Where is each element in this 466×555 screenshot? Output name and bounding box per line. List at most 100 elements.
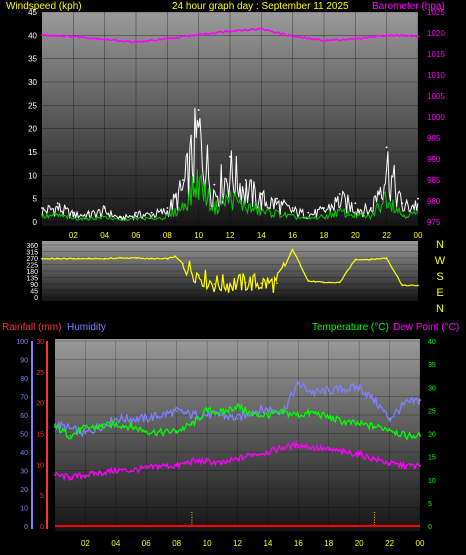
humidity-point (358, 386, 361, 389)
windspeed-point (197, 109, 200, 111)
temperature-point (419, 434, 421, 437)
dewpoint-point (419, 464, 421, 467)
temperature-point (114, 423, 117, 426)
wind-direction-point (88, 257, 90, 260)
wind-tick-label: 35 (28, 55, 37, 64)
wind-direction-point (150, 257, 153, 260)
dewpoint-point (282, 446, 285, 449)
barometer-tick-label: 1025 (427, 8, 445, 17)
wind-direction-point (197, 274, 200, 277)
barometer-point (354, 37, 357, 40)
wind-tick-label: 30 (28, 78, 37, 87)
barometer-tick-label: 1020 (427, 29, 445, 38)
humidity-point (403, 403, 406, 405)
barometer-tick-label: 1005 (427, 92, 445, 101)
barometer-point (135, 41, 137, 44)
humidity-tick-label: 90 (20, 358, 28, 365)
dewpoint-point (160, 464, 163, 467)
wind-tick-label: 0 (33, 218, 38, 227)
wind-direction-point (166, 257, 169, 260)
barometer-point (417, 35, 419, 38)
humidity-point (267, 408, 269, 411)
barometer-point (197, 33, 200, 36)
wind-tick-label: 20 (28, 125, 37, 134)
wind-tick-label: 5 (33, 195, 38, 204)
windspeed-point (354, 202, 357, 205)
dewpoint-axis-label: Dew Point (°C) (393, 322, 459, 333)
wind-direction-point (56, 257, 59, 260)
wind-direction-point (213, 283, 216, 285)
x-tick-label: 20 (351, 231, 360, 240)
barometer-tick-label: 980 (427, 197, 441, 206)
dewpoint-point (327, 448, 330, 451)
barometer-point (260, 27, 263, 30)
direction-letter: N (436, 239, 444, 251)
dewpoint-point (373, 458, 376, 460)
x-tick-label: 12 (226, 231, 235, 240)
baro-axis-label: Barometer (hpa) (372, 1, 445, 12)
barometer-tick-label: 1000 (427, 113, 445, 122)
barometer-tick-label: 1015 (427, 50, 445, 59)
dewpoint-point (175, 464, 178, 467)
windspeed-point (103, 207, 106, 209)
x-tick-label: 04 (100, 231, 109, 240)
direction-tick-label: 315 (26, 250, 38, 257)
humidity-point (206, 414, 208, 416)
wind-axis-label: Windspeed (kph) (6, 1, 82, 12)
wind-direction-point (229, 283, 231, 285)
windspeed-average-series (41, 169, 419, 222)
barometer-tick-label: 975 (427, 218, 441, 227)
temperature-tick-label: 30 (428, 385, 436, 392)
temperature-axis-label: Temperature (°C) (312, 322, 389, 333)
wind-direction-point (182, 262, 184, 265)
dewpoint-point (312, 446, 315, 449)
humidity-point (419, 399, 421, 402)
temperature-point (206, 409, 208, 412)
dewpoint-point (99, 471, 102, 474)
temperature-point (54, 425, 56, 428)
windspeed-point (119, 216, 122, 219)
windspeed-point (56, 202, 59, 205)
temperature-point (358, 423, 361, 426)
temperature-point (190, 423, 193, 426)
windspeed-point (41, 207, 43, 209)
temperature-point (297, 414, 300, 416)
barometer-point (229, 30, 231, 32)
wind-direction-point (41, 257, 43, 260)
temperature-point (175, 430, 178, 433)
humidity-axis-label: Humidity (67, 322, 106, 333)
temperature-point (267, 414, 269, 416)
humidity-point (145, 417, 148, 420)
temperature-tick-label: 10 (428, 478, 436, 485)
windspeed-point (229, 155, 231, 158)
barometer-point (41, 34, 43, 36)
x-tick-label: 14 (257, 231, 266, 240)
temperature-point (145, 430, 148, 433)
windspeed-point (370, 207, 372, 209)
humidity-tick-label: 80 (20, 376, 28, 383)
rain-axis-label: Rainfall (mm) (2, 322, 61, 333)
humidity-tick-label: 100 (16, 339, 28, 346)
windspeed-point (150, 211, 153, 214)
wind-direction-point (323, 281, 325, 284)
humidity-tick-label: 20 (20, 487, 28, 494)
x-tick-label: 16 (294, 539, 303, 548)
rain-tick-label: 30 (36, 339, 44, 346)
humidity-point (84, 432, 87, 435)
direction-tick-label: 225 (26, 263, 38, 270)
windspeed-point (182, 179, 184, 181)
humidity-point (312, 391, 315, 394)
x-tick-label: 00 (414, 231, 423, 240)
wind-direction-point (291, 248, 294, 251)
wind-direction-point (72, 257, 75, 260)
windspeed-point (276, 197, 278, 200)
barometer-tick-label: 1010 (427, 71, 445, 80)
dewpoint-point (403, 464, 406, 467)
dewpoint-point (388, 462, 391, 465)
temperature-point (221, 411, 224, 414)
direction-tick-label: 270 (26, 256, 38, 263)
temperature-point (343, 421, 345, 423)
windspeed-point (417, 197, 419, 200)
x-tick-label: 14 (263, 539, 272, 548)
x-tick-label: 06 (142, 539, 151, 548)
